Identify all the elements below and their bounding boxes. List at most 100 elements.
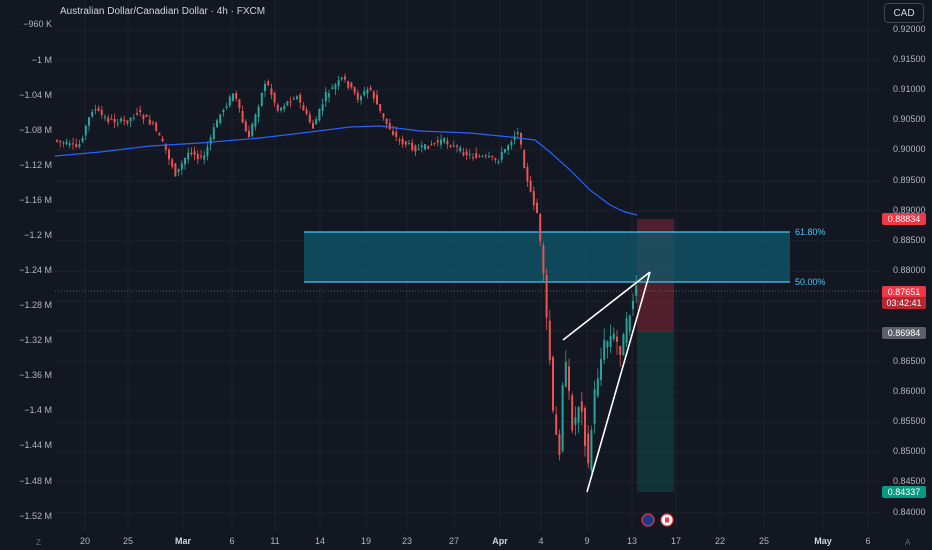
candle-body [260, 92, 263, 106]
candle-body [571, 395, 574, 431]
candle-body [529, 180, 532, 192]
candle-body [123, 119, 126, 122]
candle-body [420, 145, 423, 148]
candle-body [337, 80, 340, 86]
candle-body [494, 158, 497, 160]
right-axis-label: 0.89500 [893, 175, 926, 185]
left-axis-label: −1.32 M [19, 335, 52, 345]
candle-body [171, 159, 174, 167]
candle-body [81, 138, 84, 142]
timezone-button[interactable]: Z [36, 538, 41, 547]
right-axis-label: 0.85500 [893, 416, 926, 426]
candle-body [491, 155, 494, 158]
candle-body [56, 139, 58, 142]
candle-body [148, 119, 151, 125]
candle-body [308, 114, 311, 123]
candle-body [404, 141, 407, 145]
time-axis-label: 22 [714, 536, 726, 546]
candle-body [110, 118, 113, 120]
candle-body [616, 336, 618, 342]
candle-body [609, 336, 612, 347]
candle-body [433, 143, 436, 145]
candle-body [408, 143, 410, 145]
candle-body [164, 143, 167, 150]
candle-body [168, 149, 170, 160]
candle-body [264, 84, 266, 92]
candle-body [126, 120, 129, 124]
candle-body [584, 408, 586, 447]
event-au-icon [641, 513, 655, 527]
right-axis-label: 0.86500 [893, 356, 926, 366]
candle-body [350, 82, 353, 88]
candle-body [398, 139, 401, 141]
current-price-tag: 0.87651 [882, 286, 926, 298]
time-axis-label: May [814, 536, 832, 546]
candle-body [212, 127, 215, 140]
candle-body [532, 191, 535, 206]
candle-body [593, 389, 596, 424]
fib-zone [304, 232, 790, 282]
candle-body [475, 153, 478, 159]
candle-body [177, 168, 180, 173]
candle-body [353, 87, 356, 93]
candle-body [142, 115, 145, 120]
candle-body [619, 346, 622, 355]
candle-body [216, 120, 218, 128]
time-axis-label: 25 [758, 536, 770, 546]
candle-body [369, 87, 372, 90]
candle-body [500, 151, 503, 160]
candle-body [625, 318, 628, 343]
candle-body [596, 378, 599, 397]
auto-scale-button[interactable]: A [905, 538, 911, 547]
candle-body [574, 417, 577, 425]
candle-body [161, 138, 164, 142]
left-axis-label: −1.52 M [19, 511, 52, 521]
left-axis-label: −1.12 M [19, 160, 52, 170]
candle-body [94, 109, 97, 111]
candle-body [440, 139, 442, 145]
candle-body [283, 106, 286, 110]
candle-body [113, 119, 116, 123]
candle-body [84, 125, 87, 136]
target-price-tag: 0.84337 [882, 486, 926, 498]
candle-body [331, 87, 334, 89]
left-axis-label: −1.04 M [19, 90, 52, 100]
candle-body [222, 109, 225, 113]
time-axis-label: 20 [79, 536, 91, 546]
right-axis-label: 0.86000 [893, 386, 926, 396]
currency-button[interactable]: CAD [884, 3, 924, 23]
candle-body [193, 151, 196, 155]
candle-body [312, 122, 314, 129]
event-ca-leaf [665, 517, 669, 523]
candle-body [635, 285, 638, 297]
candle-body [209, 137, 212, 145]
candle-body [603, 340, 606, 360]
candle-body [548, 320, 551, 361]
candle-body [72, 143, 74, 145]
candle-body [251, 124, 254, 137]
left-axis-label: −1.24 M [19, 265, 52, 275]
candle-body [481, 155, 484, 157]
candle-body [372, 91, 375, 99]
candle-body [472, 157, 474, 159]
candle-body [443, 137, 446, 142]
candle-body [104, 116, 106, 118]
wedge-upper-trendline [562, 271, 651, 341]
time-axis-label: 6 [229, 536, 235, 546]
candle-body [286, 101, 289, 106]
candle-body [360, 96, 362, 101]
candle-body [334, 84, 337, 90]
candle-body [395, 131, 398, 137]
right-axis-label: 0.91500 [893, 54, 926, 64]
time-axis-label: Mar [174, 536, 192, 546]
candle-body [558, 434, 561, 455]
candle-body [536, 202, 538, 213]
candle-body [564, 361, 567, 387]
candle-body [340, 77, 343, 80]
candle-body [555, 414, 558, 435]
candle-body [267, 81, 270, 86]
time-axis-label: 17 [670, 536, 682, 546]
candle-body [590, 429, 593, 471]
candle-body [328, 93, 330, 98]
